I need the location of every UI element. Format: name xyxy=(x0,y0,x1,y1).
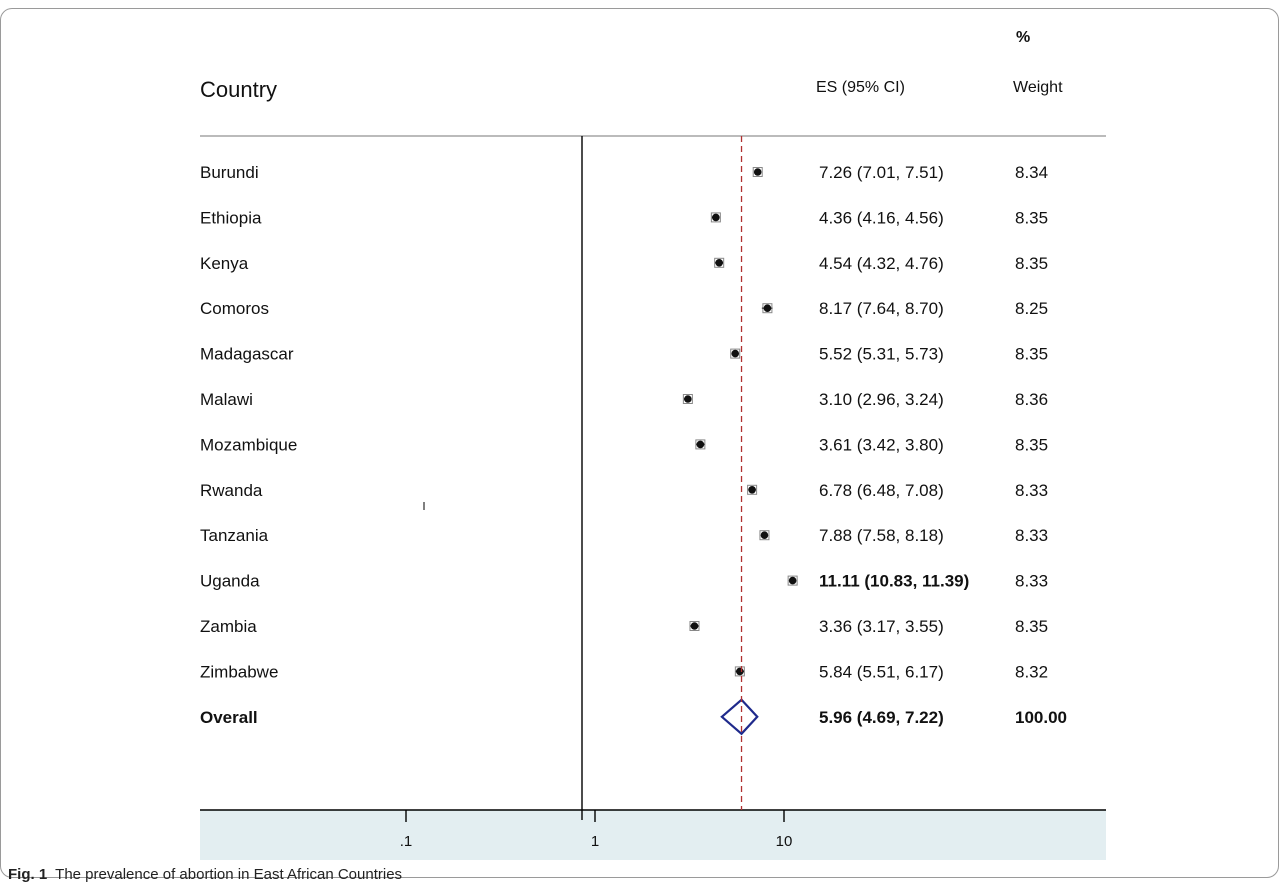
study-row: Comoros 8.17 (7.64, 8.70) 8.25 xyxy=(200,299,1048,318)
es-ci-text: 4.54 (4.32, 4.76) xyxy=(819,254,944,273)
caption-label: Fig. 1 xyxy=(8,866,48,883)
es-ci-text: 4.36 (4.16, 4.56) xyxy=(819,208,944,227)
weight-text: 8.25 xyxy=(1015,299,1048,318)
es-ci-text: 6.78 (6.48, 7.08) xyxy=(819,481,944,500)
point-estimate xyxy=(753,168,762,176)
study-row: Ethiopia 4.36 (4.16, 4.56) 8.35 xyxy=(200,208,1048,227)
study-label: Malawi xyxy=(200,390,253,409)
weight-text: 8.33 xyxy=(1015,526,1048,545)
study-label: Tanzania xyxy=(200,526,269,545)
es-ci-text: 7.88 (7.58, 8.18) xyxy=(819,526,944,545)
weight-text: 8.32 xyxy=(1015,662,1048,681)
weight-box xyxy=(734,666,745,677)
study-label: Zimbabwe xyxy=(200,662,278,681)
header-country: Country xyxy=(200,77,277,102)
weight-box xyxy=(730,348,741,359)
weight-box xyxy=(682,394,693,404)
weight-text: 8.35 xyxy=(1015,254,1048,273)
weight-text: 8.33 xyxy=(1015,481,1048,500)
study-row: Rwanda 6.78 (6.48, 7.08) 8.33 xyxy=(200,481,1048,500)
weight-box xyxy=(714,257,725,268)
weight-box xyxy=(689,621,700,631)
caption-text: The prevalence of abortion in East Afric… xyxy=(55,866,403,883)
study-row: Mozambique 3.61 (3.42, 3.80) 8.35 xyxy=(200,435,1048,454)
weight-text: 8.33 xyxy=(1015,572,1048,591)
headers: Country ES (95% CI) % Weight xyxy=(200,29,1063,102)
point-estimate xyxy=(763,304,772,313)
study-label: Zambia xyxy=(200,617,257,636)
figure-frame xyxy=(0,8,1279,878)
es-ci-text: 5.52 (5.31, 5.73) xyxy=(819,345,944,364)
es-ci-text: 3.36 (3.17, 3.55) xyxy=(819,617,944,636)
overall-diamond xyxy=(720,698,759,736)
point-estimate xyxy=(736,667,744,676)
weight-box xyxy=(747,484,758,495)
study-label: Kenya xyxy=(200,254,249,273)
overall-es-text: 5.96 (4.69, 7.22) xyxy=(819,708,944,727)
point-estimate xyxy=(715,259,723,267)
es-ci-text: 11.11 (10.83, 11.39) xyxy=(819,572,969,591)
header-weight-top: % xyxy=(1016,29,1030,46)
weight-box xyxy=(752,167,763,177)
study-row: Madagascar 5.52 (5.31, 5.73) 8.35 xyxy=(200,345,1048,364)
study-row: Burundi 7.26 (7.01, 7.51) 8.34 xyxy=(200,163,1048,182)
point-estimate xyxy=(684,395,692,403)
weight-box xyxy=(710,212,721,223)
es-ci-text: 3.61 (3.42, 3.80) xyxy=(819,435,944,454)
point-estimate xyxy=(748,486,756,494)
x-tick-label: 10 xyxy=(776,833,793,850)
study-label: Madagascar xyxy=(200,345,294,364)
weight-box xyxy=(787,575,798,586)
study-label: Uganda xyxy=(200,572,260,591)
es-ci-text: 8.17 (7.64, 8.70) xyxy=(819,299,944,318)
study-row: Uganda 11.11 (10.83, 11.39) 8.33 xyxy=(200,572,1048,591)
study-label: Comoros xyxy=(200,299,269,318)
study-row: Zimbabwe 5.84 (5.51, 6.17) 8.32 xyxy=(200,662,1048,681)
es-ci-text: 7.26 (7.01, 7.51) xyxy=(819,163,944,182)
figure-caption: Fig. 1 The prevalence of abortion in East… xyxy=(8,866,402,883)
weight-text: 8.35 xyxy=(1015,345,1048,364)
point-estimate xyxy=(788,576,797,585)
study-label: Mozambique xyxy=(200,435,297,454)
point-estimate xyxy=(731,349,740,358)
overall-weight-text: 100.00 xyxy=(1015,708,1067,727)
study-row: Zambia 3.36 (3.17, 3.55) 8.35 xyxy=(200,617,1048,636)
point-estimate xyxy=(712,213,720,222)
weight-text: 8.35 xyxy=(1015,617,1048,636)
point-estimate xyxy=(690,622,699,630)
study-row: Malawi 3.10 (2.96, 3.24) 8.36 xyxy=(200,390,1048,409)
weight-box xyxy=(695,439,706,450)
weight-text: 8.34 xyxy=(1015,163,1048,182)
weight-box xyxy=(762,303,773,314)
header-weight: Weight xyxy=(1013,79,1063,96)
point-estimate xyxy=(696,440,705,449)
study-row: Kenya 4.54 (4.32, 4.76) 8.35 xyxy=(200,254,1048,273)
point-estimate xyxy=(760,531,769,539)
weight-text: 8.35 xyxy=(1015,435,1048,454)
header-es: ES (95% CI) xyxy=(816,79,905,96)
axis-band xyxy=(200,810,1106,860)
weight-text: 8.35 xyxy=(1015,208,1048,227)
study-row: Tanzania 7.88 (7.58, 8.18) 8.33 xyxy=(200,526,1048,545)
study-label: Ethiopia xyxy=(200,208,262,227)
weight-box xyxy=(759,530,770,541)
study-label: Rwanda xyxy=(200,481,263,500)
study-label: Burundi xyxy=(200,163,259,182)
es-ci-text: 5.84 (5.51, 6.17) xyxy=(819,662,944,681)
x-tick-label: .1 xyxy=(400,833,413,850)
weight-text: 8.36 xyxy=(1015,390,1048,409)
overall-label: Overall xyxy=(200,708,258,727)
es-ci-text: 3.10 (2.96, 3.24) xyxy=(819,390,944,409)
x-tick-label: 1 xyxy=(591,833,599,850)
